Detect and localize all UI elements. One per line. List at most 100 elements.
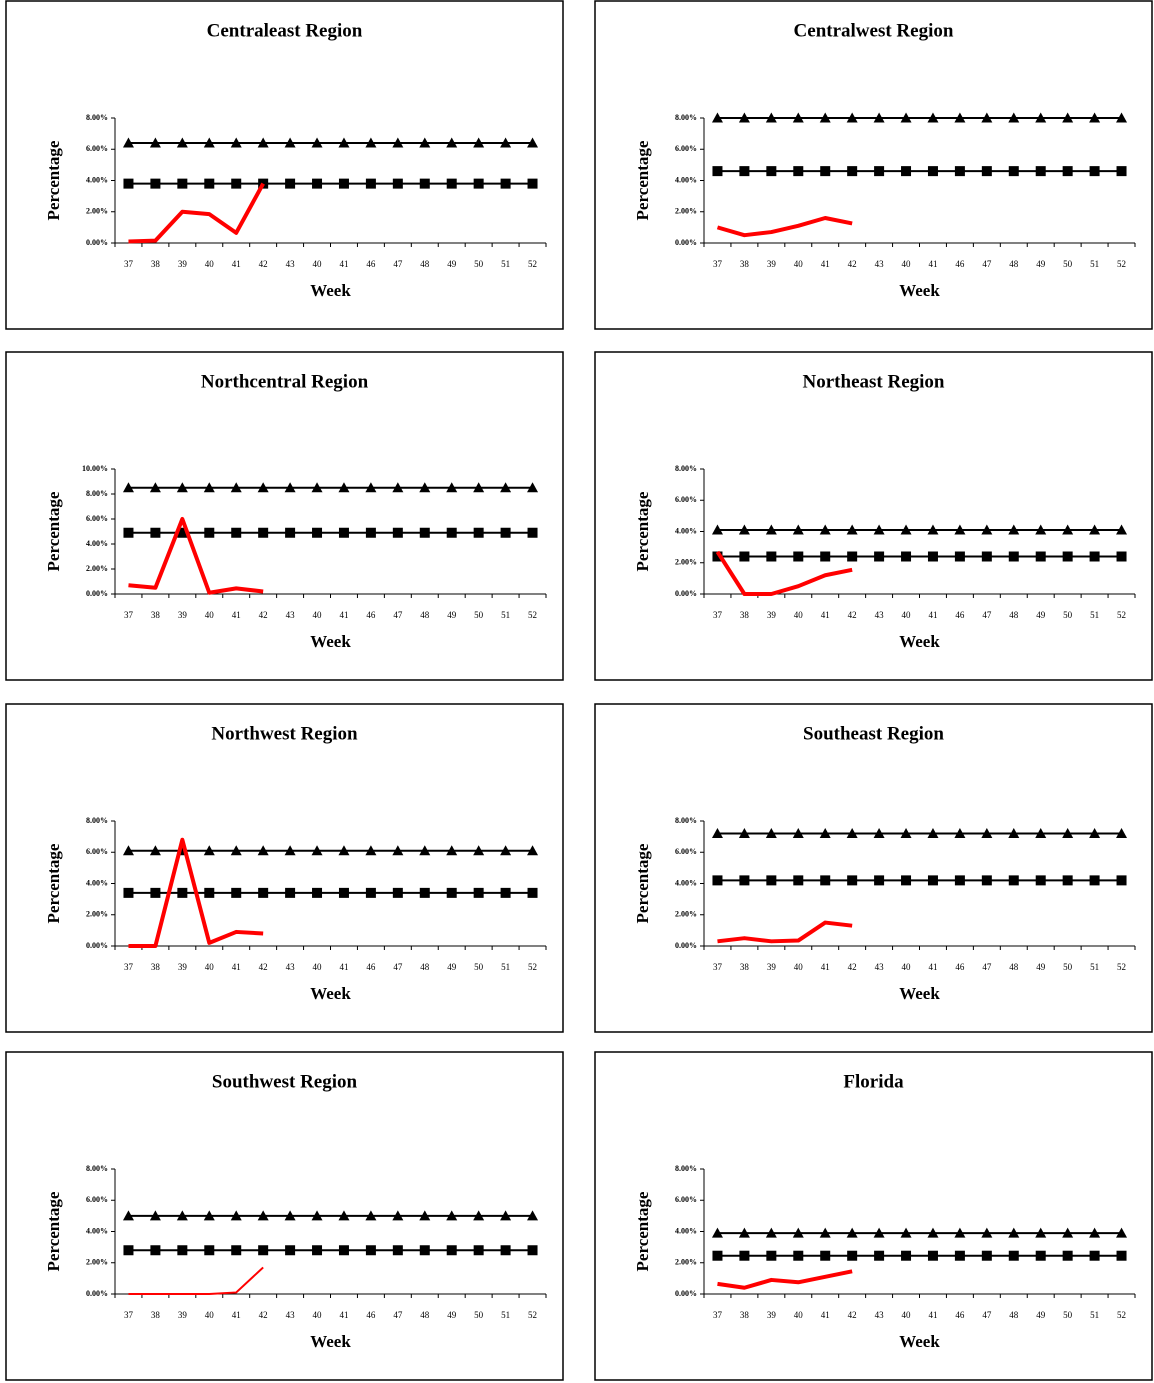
triangle-marker: [1116, 828, 1128, 838]
square-marker: [123, 887, 134, 898]
triangle-marker: [1035, 828, 1047, 838]
triangle-marker: [500, 137, 512, 148]
x-tick-label: 40: [313, 610, 323, 620]
square-marker: [123, 178, 134, 189]
square-marker: [1062, 875, 1073, 886]
square-marker: [1062, 166, 1073, 177]
square-marker: [739, 875, 750, 886]
square-marker: [312, 527, 323, 538]
triangle-marker: [819, 1227, 831, 1238]
x-axis-label: Week: [310, 281, 351, 300]
triangle-marker: [176, 1210, 188, 1221]
square-marker: [1116, 1250, 1127, 1261]
triangle-marker: [473, 482, 485, 493]
x-tick-label: 48: [1009, 259, 1019, 269]
triangle-marker: [927, 524, 939, 535]
series-line: [128, 517, 264, 595]
triangle-marker: [122, 137, 134, 148]
triangle-marker: [365, 482, 377, 493]
x-tick-label: 42: [259, 962, 268, 972]
triangle-marker: [284, 1210, 296, 1221]
square-marker: [446, 178, 457, 189]
square-marker: [150, 1245, 161, 1256]
x-tick-label: 38: [740, 962, 750, 972]
triangle-marker: [284, 482, 296, 493]
triangle-marker: [954, 828, 966, 838]
x-tick-label: 48: [420, 1310, 430, 1320]
square-marker: [927, 551, 938, 562]
triangle-marker: [1035, 112, 1047, 123]
y-tick-label: 10.00%: [82, 464, 108, 473]
square-marker: [1008, 166, 1019, 177]
square-marker: [123, 527, 134, 538]
x-tick-label: 41: [339, 1310, 348, 1320]
y-axis-label: Percentage: [633, 843, 652, 923]
x-tick-label: 43: [286, 962, 296, 972]
triangle-marker: [392, 482, 404, 493]
chart-panel: Northcentral Region Week Percentage 0.00% 2.…: [5, 351, 564, 681]
square-marker: [847, 551, 858, 562]
square-marker: [231, 887, 242, 898]
triangle-marker: [873, 112, 885, 123]
x-tick-label: 50: [1063, 259, 1073, 269]
square-marker: [150, 527, 161, 538]
triangle-marker: [981, 524, 993, 535]
x-tick-label: 37: [713, 962, 723, 972]
x-tick-label: 50: [474, 259, 484, 269]
triangle-marker: [311, 482, 323, 493]
triangle-marker: [711, 828, 723, 838]
square-marker: [1116, 875, 1127, 886]
square-marker: [1089, 166, 1100, 177]
x-tick-label: 49: [1036, 962, 1046, 972]
square-marker: [419, 1245, 430, 1256]
y-axis-label: Percentage: [633, 1191, 652, 1271]
square-marker: [739, 1250, 750, 1261]
triangle-marker: [257, 845, 269, 856]
x-tick-label: 40: [205, 1310, 215, 1320]
x-tick-label: 50: [1063, 1310, 1073, 1320]
panel-border: [594, 351, 1153, 681]
square-marker: [901, 551, 912, 562]
x-tick-label: 47: [982, 962, 992, 972]
square-marker: [177, 1245, 188, 1256]
triangle-marker: [711, 112, 723, 123]
x-tick-label: 50: [1063, 610, 1073, 620]
x-tick-label: 47: [393, 259, 403, 269]
square-marker: [527, 178, 538, 189]
square-marker: [231, 527, 242, 538]
square-marker: [150, 178, 161, 189]
y-tick-label: 6.00%: [86, 514, 108, 523]
square-marker: [204, 527, 215, 538]
triangle-marker: [954, 524, 966, 535]
x-tick-label: 41: [928, 1310, 937, 1320]
square-marker: [820, 875, 831, 886]
square-marker: [258, 887, 269, 898]
triangle-marker: [1062, 1227, 1074, 1238]
square-marker: [712, 166, 723, 177]
y-tick-label: 8.00%: [86, 113, 108, 122]
x-tick-label: 42: [848, 610, 857, 620]
y-tick-label: 0.00%: [675, 941, 697, 950]
chart-title: Centralwest Region: [794, 20, 954, 41]
triangle-marker: [392, 137, 404, 148]
y-tick-label: 8.00%: [86, 1164, 108, 1173]
square-marker: [820, 1250, 831, 1261]
y-tick-label: 2.00%: [675, 558, 697, 567]
x-tick-label: 48: [1009, 1310, 1019, 1320]
triangle-marker: [527, 1210, 539, 1221]
triangle-marker: [419, 845, 431, 856]
x-tick-label: 46: [955, 610, 965, 620]
triangle-marker: [792, 828, 804, 838]
square-marker: [231, 1245, 242, 1256]
square-marker: [527, 887, 538, 898]
x-tick-label: 40: [902, 962, 912, 972]
y-tick-label: 2.00%: [86, 564, 108, 573]
x-tick-label: 47: [982, 259, 992, 269]
series-line: [128, 1266, 264, 1295]
series-line: [717, 1269, 853, 1290]
square-marker: [527, 1245, 538, 1256]
square-marker: [712, 1250, 723, 1261]
square-marker: [1062, 1250, 1073, 1261]
x-tick-label: 52: [1117, 1310, 1126, 1320]
x-tick-label: 40: [205, 962, 215, 972]
